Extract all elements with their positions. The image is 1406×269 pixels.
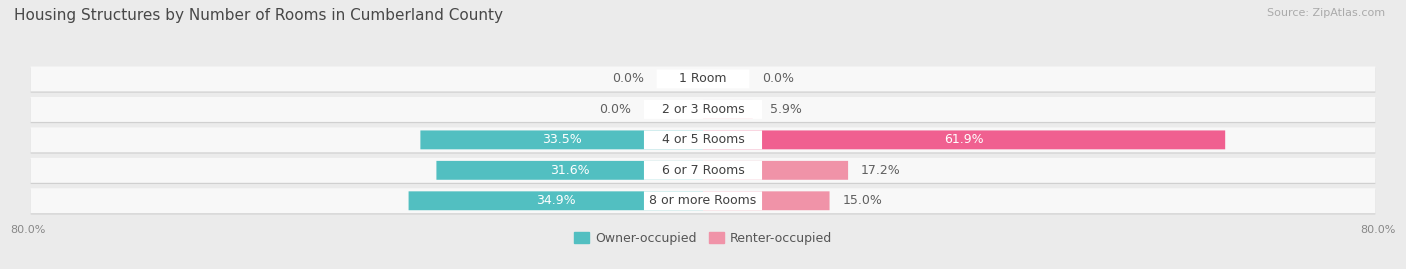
FancyBboxPatch shape (31, 66, 1375, 91)
FancyBboxPatch shape (657, 69, 749, 89)
Legend: Owner-occupied, Renter-occupied: Owner-occupied, Renter-occupied (568, 227, 838, 250)
FancyBboxPatch shape (703, 161, 848, 180)
FancyBboxPatch shape (420, 130, 703, 149)
FancyBboxPatch shape (644, 191, 762, 210)
FancyBboxPatch shape (31, 98, 1375, 123)
FancyBboxPatch shape (644, 161, 762, 180)
FancyBboxPatch shape (31, 97, 1375, 122)
Text: Housing Structures by Number of Rooms in Cumberland County: Housing Structures by Number of Rooms in… (14, 8, 503, 23)
Text: 17.2%: 17.2% (860, 164, 900, 177)
FancyBboxPatch shape (31, 188, 1375, 213)
FancyBboxPatch shape (644, 100, 762, 119)
Text: 0.0%: 0.0% (762, 72, 794, 86)
Text: 31.6%: 31.6% (550, 164, 589, 177)
Text: 8 or more Rooms: 8 or more Rooms (650, 194, 756, 207)
FancyBboxPatch shape (31, 128, 1375, 152)
FancyBboxPatch shape (31, 129, 1375, 154)
Text: 15.0%: 15.0% (842, 194, 882, 207)
FancyBboxPatch shape (703, 100, 752, 119)
Text: Source: ZipAtlas.com: Source: ZipAtlas.com (1267, 8, 1385, 18)
FancyBboxPatch shape (644, 130, 762, 149)
FancyBboxPatch shape (31, 158, 1375, 183)
Text: 2 or 3 Rooms: 2 or 3 Rooms (662, 103, 744, 116)
FancyBboxPatch shape (31, 159, 1375, 184)
Text: 61.9%: 61.9% (945, 133, 984, 146)
Text: 6 or 7 Rooms: 6 or 7 Rooms (662, 164, 744, 177)
FancyBboxPatch shape (31, 190, 1375, 214)
Text: 0.0%: 0.0% (612, 72, 644, 86)
Text: 5.9%: 5.9% (770, 103, 803, 116)
Text: 33.5%: 33.5% (541, 133, 582, 146)
FancyBboxPatch shape (409, 191, 703, 210)
FancyBboxPatch shape (703, 191, 830, 210)
Text: 0.0%: 0.0% (599, 103, 631, 116)
FancyBboxPatch shape (31, 68, 1375, 93)
Text: 34.9%: 34.9% (536, 194, 575, 207)
Text: 1 Room: 1 Room (679, 72, 727, 86)
FancyBboxPatch shape (703, 130, 1225, 149)
FancyBboxPatch shape (436, 161, 703, 180)
Text: 4 or 5 Rooms: 4 or 5 Rooms (662, 133, 744, 146)
